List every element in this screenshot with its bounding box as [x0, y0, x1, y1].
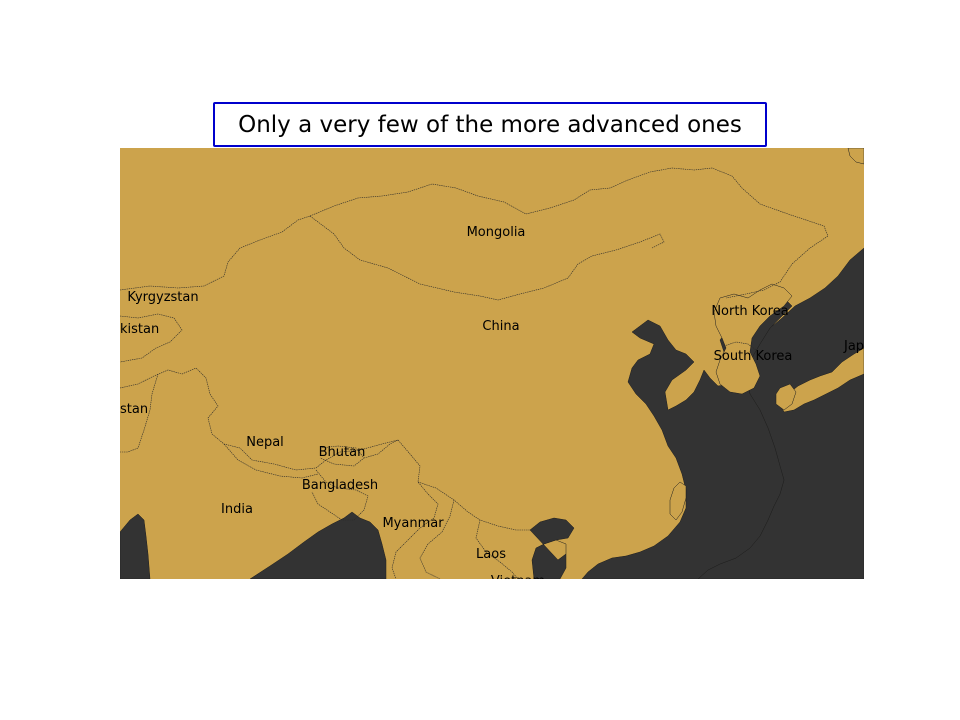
map-svg: Mongolia Kyrgyzstan kistan China North K…: [120, 148, 864, 579]
border-china-myanmar-laos: [417, 481, 530, 531]
label-laos: Laos: [476, 547, 506, 562]
border-mongolia-south: [309, 215, 665, 301]
korean-peninsula: [713, 283, 793, 395]
border-north-south-korea: [723, 341, 757, 351]
border-pakistan-india: [120, 373, 159, 453]
border-nepal: [223, 443, 319, 479]
label-mongolia: Mongolia: [467, 225, 526, 240]
label-kyrgyzstan: Kyrgyzstan: [127, 290, 198, 305]
border-laos-east: [475, 519, 519, 579]
map-area: Mongolia Kyrgyzstan kistan China North K…: [120, 148, 864, 579]
label-afghanistan: stan: [120, 402, 148, 417]
border-india-china-east: [363, 439, 399, 459]
map-title: Only a very few of the more advanced one…: [238, 111, 742, 138]
label-india: India: [221, 502, 253, 517]
border-kyrgyzstan: [120, 215, 311, 291]
label-vietnam: Vietnam: [491, 574, 545, 579]
bay-of-bengal: [249, 511, 387, 579]
label-tajikistan: kistan: [120, 322, 159, 337]
label-south-korea: South Korea: [714, 349, 793, 364]
taiwan-island: [669, 481, 687, 521]
gulf-of-tonkin: [529, 517, 575, 579]
border-tajikistan: [120, 313, 183, 363]
label-japan: Jap: [843, 339, 864, 354]
hokkaido-edge: [847, 148, 864, 165]
label-nepal: Nepal: [246, 435, 284, 450]
label-myanmar: Myanmar: [382, 516, 444, 531]
border-india-myanmar: [391, 439, 439, 579]
arabian-sea: [120, 513, 151, 579]
label-bhutan: Bhutan: [319, 445, 366, 460]
kyushu-island: [775, 383, 797, 411]
label-north-korea: North Korea: [711, 304, 788, 319]
border-laos-vietnam: [419, 499, 455, 579]
border-afghanistan-pakistan: [120, 367, 399, 471]
map-title-box: Only a very few of the more advanced one…: [213, 102, 767, 147]
label-bangladesh: Bangladesh: [302, 478, 378, 493]
label-china: China: [482, 319, 519, 334]
border-bangladesh: [311, 469, 369, 521]
